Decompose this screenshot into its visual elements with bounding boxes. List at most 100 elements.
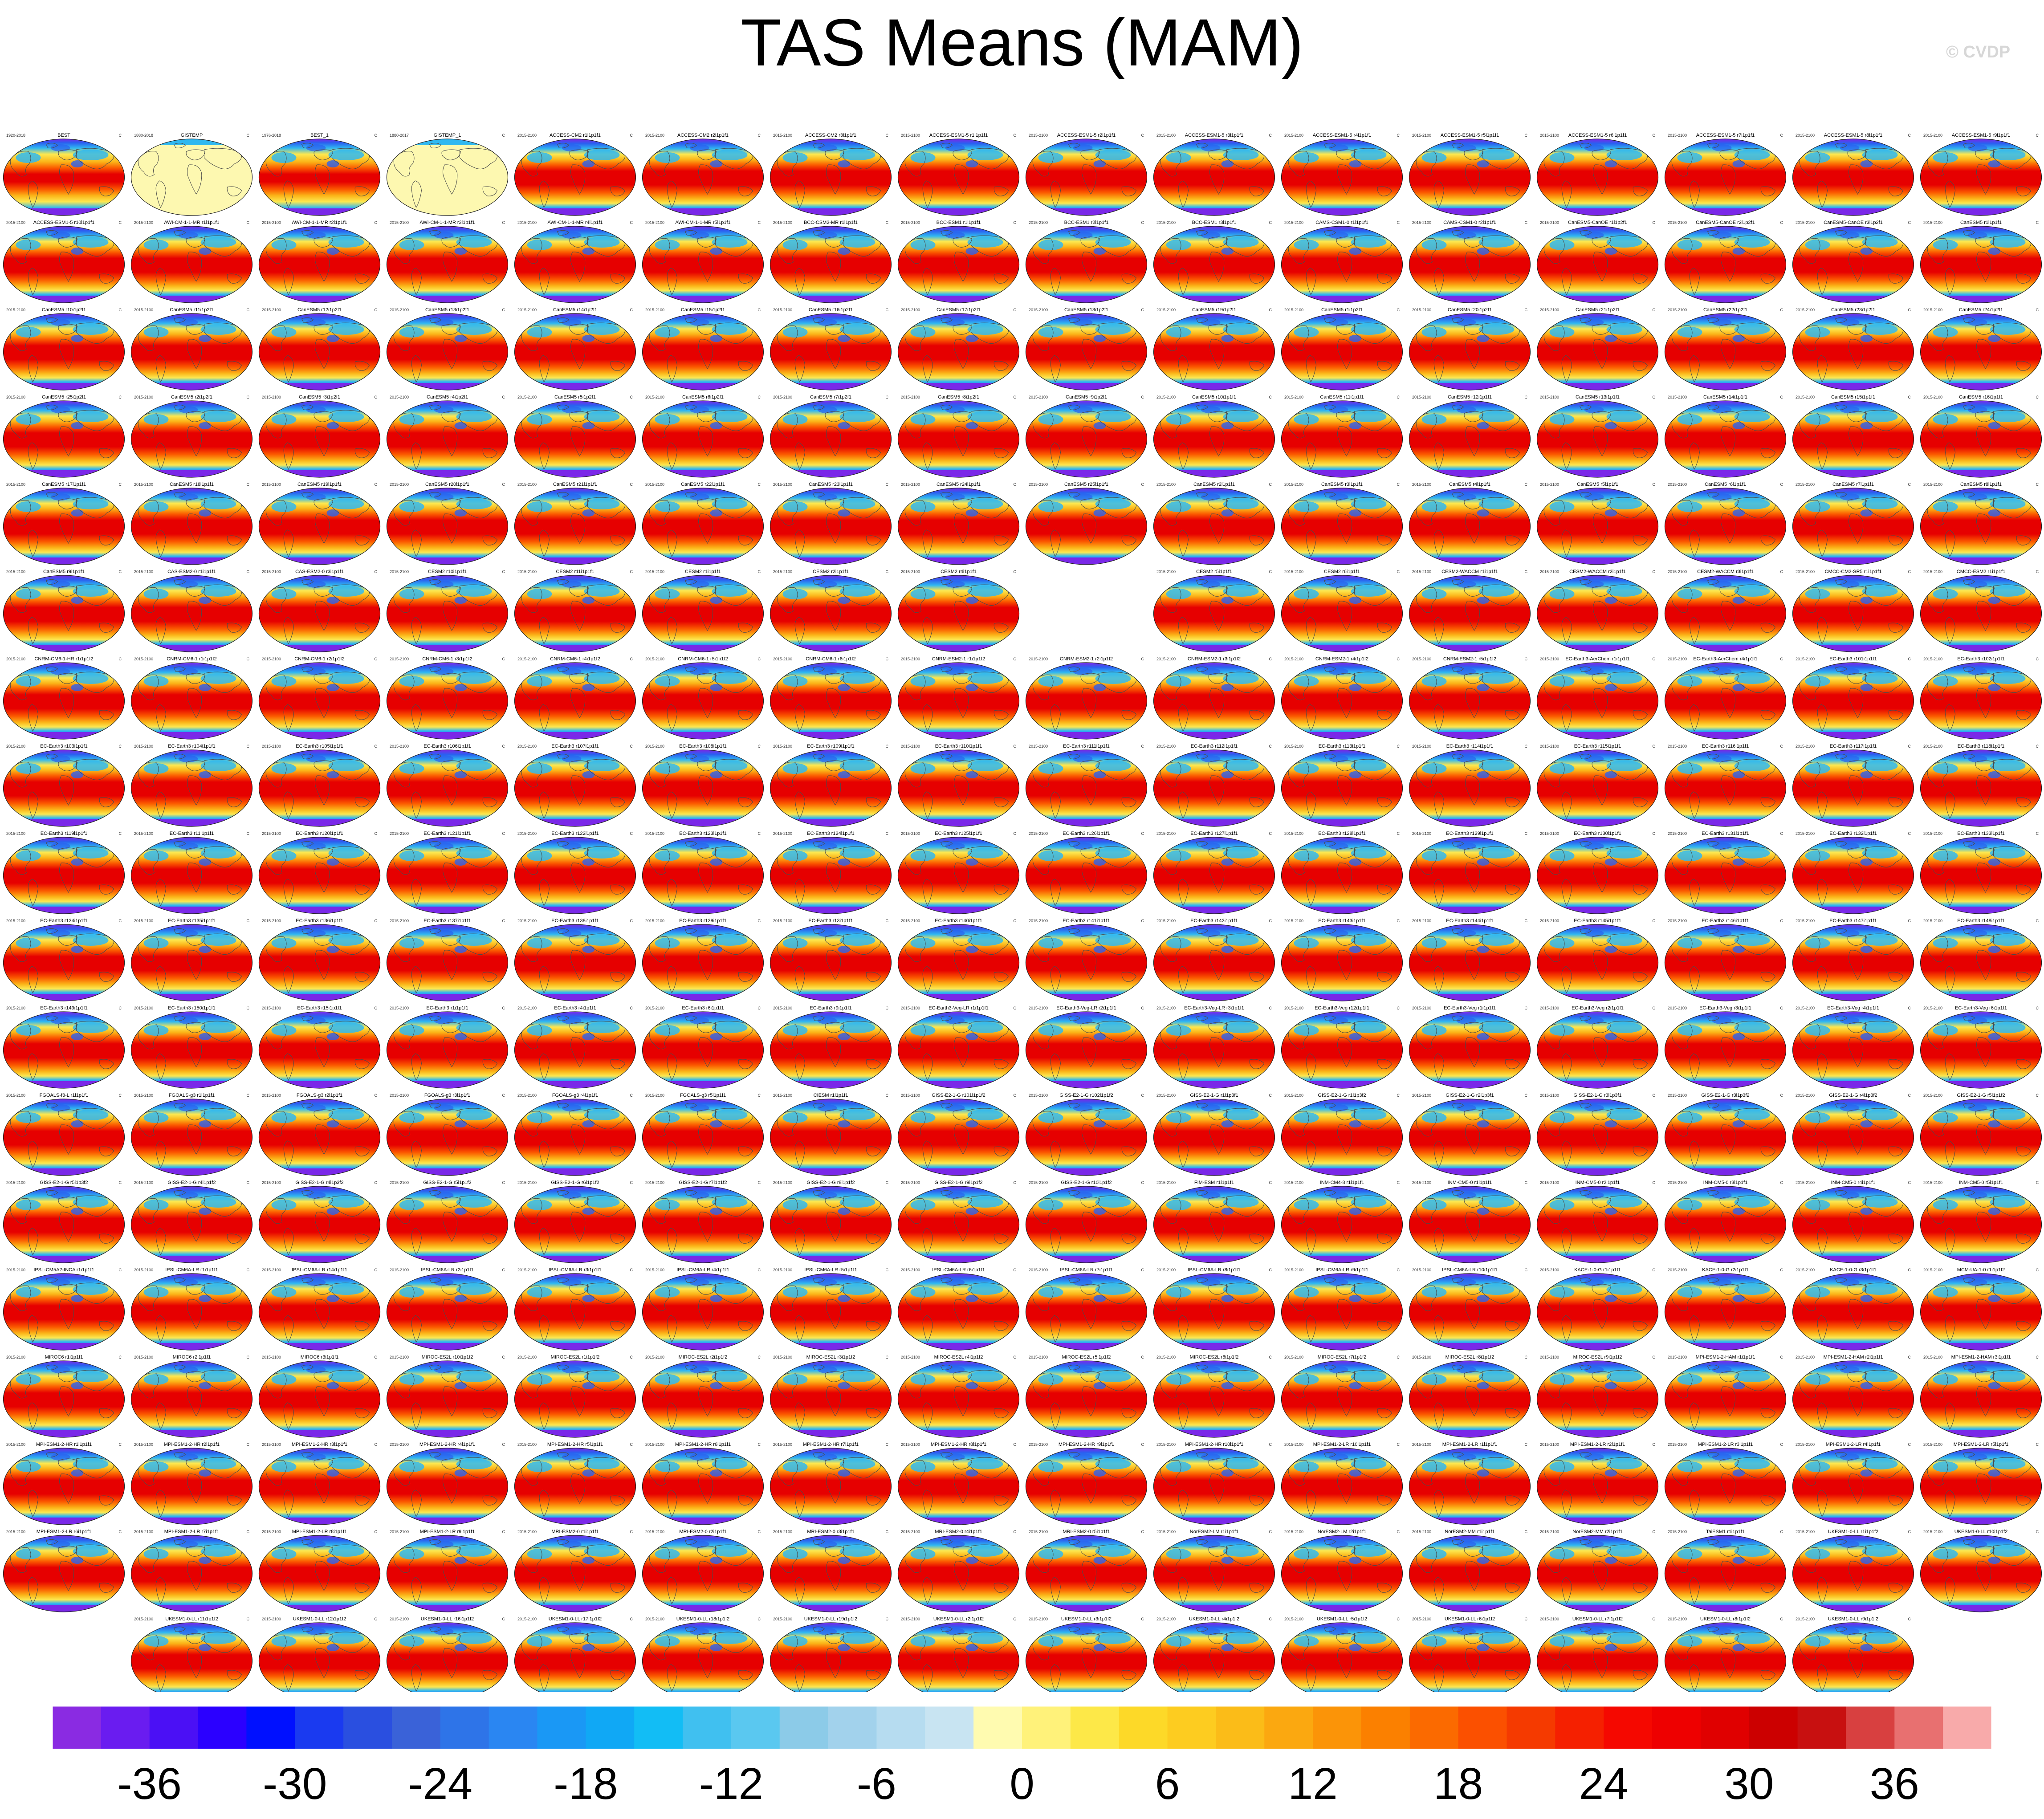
map-panel: 2015-2100 CanESM5 r20i1p2f1 C — [1409, 307, 1531, 391]
globe-map — [1153, 1448, 1275, 1525]
colorbar-swatch — [925, 1706, 974, 1749]
panel-period-label: 2015-2100 — [390, 744, 409, 749]
panel-period-label: 2015-2100 — [773, 1180, 792, 1185]
globe-map — [1664, 313, 1787, 391]
map-panel: 2015-2100 EC-Earth3 r115i1p1f1 C — [1536, 744, 1659, 827]
panel-units-label: C — [1653, 1442, 1656, 1447]
panel-title: EC-Earth3 r143i1p1f1 — [1318, 918, 1365, 924]
map-panel: 2015-2100 FGOALS-g3 r5i1p1f1 C — [642, 1093, 764, 1176]
panel-title: CanESM5 r19i1p2f1 — [1192, 307, 1236, 313]
panel-units-label: C — [1908, 1180, 1911, 1185]
panel-title: CanESM5 r19i1p1f1 — [297, 482, 342, 487]
panel-units-label: C — [1908, 1530, 1911, 1534]
globe-map — [1792, 1186, 1914, 1263]
panel-title: CanESM5-CanOE r1i1p2f1 — [1568, 220, 1627, 225]
globe-map — [1409, 138, 1531, 216]
globe-map — [514, 1622, 636, 1692]
map-panel: 2015-2100 CIESM r1i1p1f1 C — [770, 1093, 892, 1176]
globe-map — [1920, 226, 2042, 303]
panel-title: GISTEMP — [181, 133, 203, 138]
panel-title: MIROC-ES2L r10i1p1f2 — [422, 1355, 473, 1360]
panel-units-label: C — [886, 1355, 889, 1359]
panel-units-label: C — [758, 1617, 761, 1621]
map-panel: 2015-2100 CanESM5 r10i1p1f1 C — [1153, 395, 1275, 478]
panel-period-label: 2015-2100 — [1540, 1617, 1559, 1621]
panel-period-label: 2015-2100 — [901, 1355, 920, 1359]
panel-units-label: C — [1653, 744, 1656, 749]
globe-map — [1664, 575, 1787, 652]
panel-title: EC-Earth3-Veg-LR r2i1p1f1 — [1056, 1005, 1116, 1011]
panel-units-label: C — [1141, 1355, 1144, 1359]
panel-units-label: C — [1397, 831, 1400, 836]
map-panel: 2015-2100 INM-CM4-8 r1i1p1f1 C — [1281, 1180, 1403, 1263]
panel-period-label: 2015-2100 — [1796, 831, 1815, 836]
panel-period-label: 2015-2100 — [773, 570, 792, 574]
panel-title: CanESM5 r23i1p2f1 — [1831, 307, 1875, 313]
globe-map — [386, 226, 509, 303]
panel-units-label: C — [1269, 1442, 1272, 1447]
panel-period-label: 2015-2100 — [773, 1006, 792, 1010]
panel-title: UKESM1-0-LL r5i1p1f2 — [1317, 1616, 1367, 1622]
colorbar-swatch — [1022, 1706, 1071, 1749]
panel-units-label: C — [502, 133, 505, 138]
panel-title: INM-CM5-0 r3i1p1f1 — [1703, 1180, 1748, 1185]
panel-units-label: C — [375, 570, 378, 574]
globe-map — [514, 226, 636, 303]
map-panel: 2015-2100 NorESM2-MM r1i1p1f1 C — [1409, 1529, 1531, 1612]
panel-period-label: 2015-2100 — [6, 482, 25, 487]
globe-map — [130, 1099, 253, 1176]
panel-units-label: C — [1014, 1006, 1017, 1010]
panel-units-label: C — [1780, 1617, 1783, 1621]
map-panel: 2015-2100 MRI-ESM2-0 r3i1p1f1 C — [770, 1529, 892, 1612]
panel-period-label: 2015-2100 — [6, 831, 25, 836]
map-panel: 2015-2100 EC-Earth3-Veg r1i1p1f1 C — [1409, 1005, 1531, 1089]
panel-period-label: 2015-2100 — [390, 1006, 409, 1010]
panel-units-label: C — [247, 657, 250, 661]
map-panel: 2015-2100 EC-Earth3 r137i1p1f1 C — [386, 918, 509, 1001]
map-panel: 2015-2100 EC-Earth3 r147i1p1f1 C — [1792, 918, 1914, 1001]
map-panel: 2015-2100 CanESM5 r19i1p1f1 C — [258, 482, 381, 565]
map-panel: 2015-2100 CanESM5 r5i1p1f1 C — [1536, 482, 1659, 565]
panel-period-label: 2015-2100 — [1796, 482, 1815, 487]
panel-period-label: 2015-2100 — [1796, 1093, 1815, 1098]
panel-units-label: C — [2036, 482, 2039, 487]
map-panel: 2015-2100 EC-Earth3 r121i1p1f1 C — [386, 831, 509, 914]
panel-period-label: 2015-2100 — [1029, 1268, 1048, 1272]
map-panel: 2015-2100 EC-Earth3 r141i1p1f1 C — [1025, 918, 1148, 1001]
map-panel: 2015-2100 TaiESM1 r1i1p1f1 C — [1664, 1529, 1787, 1612]
map-panel: 2015-2100 MPI-ESM1-2-LR r4i1p1f1 C — [1792, 1442, 1914, 1525]
panel-title: UKESM1-0-LL r18i1p1f2 — [676, 1616, 729, 1622]
panel-period-label: 2015-2100 — [1668, 133, 1687, 138]
colorbar-swatch — [1700, 1706, 1750, 1749]
panel-title: EC-Earth3 r136i1p1f1 — [296, 918, 343, 924]
panel-title: AWI-CM-1-1-MR r1i1p1f1 — [164, 220, 219, 225]
panel-units-label: C — [630, 1093, 633, 1098]
panel-units-label: C — [1014, 1355, 1017, 1359]
globe-map — [1281, 313, 1403, 391]
globe-map — [1792, 400, 1914, 478]
panel-units-label: C — [758, 1093, 761, 1098]
panel-units-label: C — [1397, 744, 1400, 749]
map-panel: 2015-2100 UKESM1-0-LL r5i1p1f2 C — [1281, 1616, 1403, 1692]
map-panel: 2015-2100 CanESM5 r12i1p2f1 C — [258, 307, 381, 391]
panel-title: EC-Earth3 r111i1p1f1 — [1063, 744, 1110, 749]
panel-period-label: 2015-2100 — [1412, 133, 1431, 138]
panel-title: CanESM5 r4i1p2f1 — [427, 395, 468, 400]
map-panel: 2015-2100 CanESM5 r13i1p2f1 C — [386, 307, 509, 391]
panel-units-label: C — [758, 133, 761, 138]
colorbar-swatch — [1458, 1706, 1507, 1749]
panel-period-label: 2015-2100 — [1412, 1268, 1431, 1272]
globe-map — [3, 1011, 125, 1089]
panel-title: CanESM5 r21i1p1f1 — [553, 482, 597, 487]
panel-period-label: 2015-2100 — [901, 657, 920, 661]
panel-units-label: C — [1780, 308, 1783, 312]
map-panel: 2015-2100 MPI-ESM1-2-LR r10i1p1f1 C — [1281, 1442, 1403, 1525]
globe-map — [1409, 1535, 1531, 1612]
colorbar-swatch — [489, 1706, 537, 1749]
map-panel: 2015-2100 CNRM-CM6-1 r4i1p1f2 C — [514, 656, 636, 740]
globe-map — [1920, 1448, 2042, 1525]
panel-period-label: 2015-2100 — [1029, 220, 1048, 225]
panel-units-label: C — [1908, 1006, 1911, 1010]
panel-period-label: 2015-2100 — [1412, 570, 1431, 574]
panel-period-label: 2015-2100 — [1156, 1093, 1176, 1098]
